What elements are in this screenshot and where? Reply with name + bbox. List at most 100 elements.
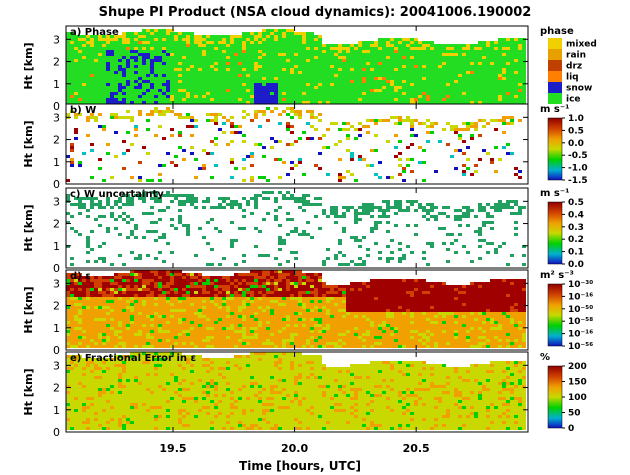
heatmap-cell xyxy=(134,330,138,333)
heatmap-cell xyxy=(274,288,278,291)
heatmap-cell xyxy=(66,35,70,38)
heatmap-cell xyxy=(370,92,374,95)
heatmap-cell xyxy=(82,83,86,86)
heatmap-cell xyxy=(258,86,262,89)
heatmap-cell xyxy=(74,59,78,62)
heatmap-cell xyxy=(174,276,178,279)
heatmap-cell xyxy=(110,80,114,83)
heatmap-cell xyxy=(362,41,366,44)
heatmap-cell xyxy=(462,83,466,86)
heatmap-cell xyxy=(478,89,482,92)
heatmap-cell xyxy=(486,89,490,92)
heatmap-cell xyxy=(166,152,170,155)
heatmap-cell xyxy=(230,68,234,71)
heatmap-cell xyxy=(154,29,158,32)
heatmap-cell xyxy=(446,83,450,86)
heatmap-cell xyxy=(174,297,178,300)
heatmap-cell xyxy=(114,59,118,62)
heatmap-cell xyxy=(114,342,118,345)
heatmap-cell xyxy=(494,77,498,80)
heatmap-cell xyxy=(394,86,398,89)
heatmap-cell xyxy=(510,89,514,92)
heatmap-cell xyxy=(478,206,482,209)
heatmap-cell xyxy=(82,315,86,318)
heatmap-cell xyxy=(422,257,426,260)
heatmap-cell xyxy=(170,89,174,92)
heatmap-cell xyxy=(186,200,190,203)
heatmap-cell xyxy=(506,83,510,86)
heatmap-cell xyxy=(102,306,106,309)
heatmap-cell xyxy=(78,65,82,68)
heatmap-cell xyxy=(442,86,446,89)
heatmap-cell xyxy=(514,83,518,86)
heatmap-cell xyxy=(354,59,358,62)
heatmap-cell xyxy=(474,125,478,128)
heatmap-cell xyxy=(102,285,106,288)
heatmap-cell xyxy=(278,59,282,62)
heatmap-cell xyxy=(238,330,242,333)
heatmap-cell xyxy=(506,77,510,80)
heatmap-cell xyxy=(478,50,482,53)
heatmap-cell xyxy=(130,327,134,330)
heatmap-cell xyxy=(514,203,518,206)
heatmap-cell xyxy=(494,119,498,122)
heatmap-cell xyxy=(238,125,242,128)
heatmap-cell xyxy=(246,324,250,327)
heatmap-cell xyxy=(118,53,122,56)
heatmap-cell xyxy=(414,98,418,101)
heatmap-cell xyxy=(334,122,338,125)
heatmap-cell xyxy=(238,303,242,306)
heatmap-cell xyxy=(146,279,150,282)
heatmap-cell xyxy=(218,95,222,98)
heatmap-cell xyxy=(210,294,214,297)
heatmap-cell xyxy=(210,297,214,300)
heatmap-cell xyxy=(454,167,458,170)
heatmap-cell xyxy=(114,203,118,206)
heatmap-cell xyxy=(278,65,282,68)
heatmap-cell xyxy=(302,56,306,59)
heatmap-cell xyxy=(290,41,294,44)
heatmap-cell xyxy=(154,324,158,327)
heatmap-cell xyxy=(498,92,502,95)
heatmap-cell xyxy=(238,327,242,330)
heatmap-cell xyxy=(306,32,310,35)
heatmap-cell xyxy=(322,89,326,92)
heatmap-cell xyxy=(162,333,166,336)
heatmap-cell xyxy=(230,203,234,206)
heatmap-cell xyxy=(78,197,82,200)
heatmap-cell xyxy=(514,68,518,71)
heatmap-cell xyxy=(230,83,234,86)
heatmap-cell xyxy=(70,110,74,113)
heatmap-cell xyxy=(74,336,78,339)
heatmap-cell xyxy=(154,47,158,50)
heatmap-cell xyxy=(226,309,230,312)
heatmap-cell xyxy=(486,62,490,65)
heatmap-cell xyxy=(386,74,390,77)
heatmap-cell xyxy=(130,143,134,146)
heatmap-cell xyxy=(242,321,246,324)
heatmap-cell xyxy=(226,197,230,200)
heatmap-cell xyxy=(250,53,254,56)
heatmap-cell xyxy=(154,134,158,137)
heatmap-cell xyxy=(170,324,174,327)
heatmap-cell xyxy=(86,330,90,333)
heatmap-cell xyxy=(146,254,150,257)
heatmap-cell xyxy=(118,44,122,47)
heatmap-cell xyxy=(242,294,246,297)
heatmap-cell xyxy=(226,35,230,38)
heatmap-cell xyxy=(350,53,354,56)
heatmap-cell xyxy=(222,333,226,336)
heatmap-cell xyxy=(194,41,198,44)
heatmap-cell xyxy=(294,92,298,95)
heatmap-cell xyxy=(294,56,298,59)
heatmap-cell xyxy=(74,62,78,65)
heatmap-cell xyxy=(222,206,226,209)
heatmap-cell xyxy=(126,92,130,95)
heatmap-cell xyxy=(358,44,362,47)
heatmap-cell xyxy=(106,80,110,83)
heatmap-cell xyxy=(178,68,182,71)
heatmap-cell xyxy=(230,47,234,50)
heatmap-cell xyxy=(250,74,254,77)
heatmap-cell xyxy=(150,306,154,309)
heatmap-cell xyxy=(354,221,358,224)
